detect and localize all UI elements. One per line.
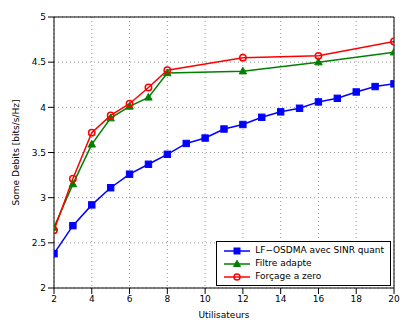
svg-text:2: 2	[40, 283, 46, 293]
svg-text:10: 10	[199, 294, 211, 304]
html-text:Filtre adapte: Filtre adapte	[255, 258, 312, 268]
svg-text:4: 4	[89, 294, 95, 304]
svg-text:5: 5	[40, 12, 46, 22]
svg-text:Utilisateurs: Utilisateurs	[199, 310, 250, 320]
svg-text:2: 2	[51, 294, 57, 304]
html-text:LF−OSDMA avec SINR quant: LF−OSDMA avec SINR quant	[255, 245, 384, 255]
svg-text:8: 8	[164, 294, 170, 304]
svg-text:20: 20	[388, 294, 400, 304]
svg-text:3.5: 3.5	[32, 148, 46, 158]
svg-text:4.5: 4.5	[32, 57, 46, 67]
svg-text:4: 4	[40, 103, 46, 113]
svg-text:Some Debits [bits/s/Hz]: Some Debits [bits/s/Hz]	[11, 100, 21, 206]
svg-text:16: 16	[313, 294, 325, 304]
svg-text:14: 14	[275, 294, 287, 304]
html-text:Forçage a zero: Forçage a zero	[255, 271, 322, 281]
svg-text:6: 6	[127, 294, 133, 304]
svg-text:2.5: 2.5	[32, 238, 46, 248]
svg-text:3: 3	[40, 193, 46, 203]
svg-text:18: 18	[350, 294, 362, 304]
svg-text:12: 12	[237, 294, 248, 304]
